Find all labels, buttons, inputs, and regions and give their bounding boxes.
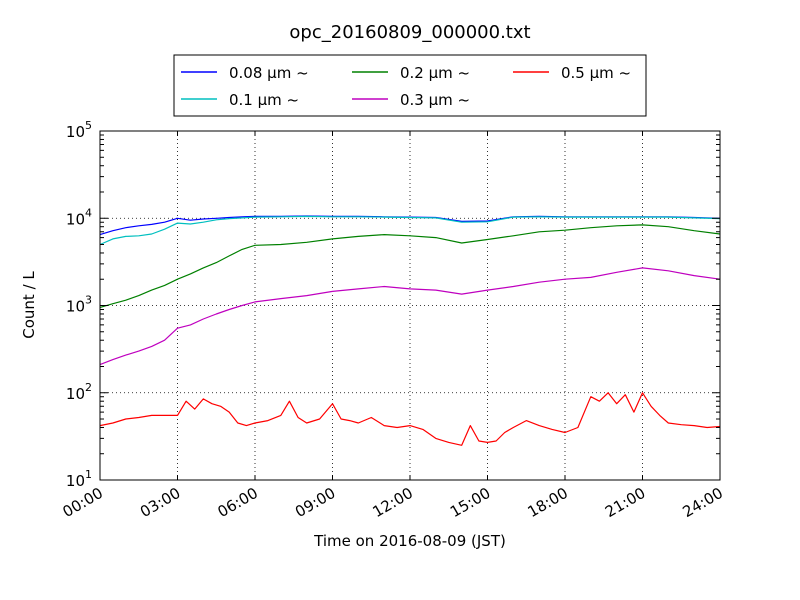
legend-box [173, 54, 647, 117]
legend: 0.08 μm ~ 0.1 μm ~ 0.2 μm ~ 0.3 μm ~ 0.5 μm … [173, 54, 647, 117]
legend-item: 0.5 μm ~ [513, 64, 631, 82]
y-tick-label: 104 [66, 206, 92, 228]
y-gridlines [100, 217, 720, 394]
legend-item: 0.08 μm ~ [181, 64, 309, 82]
legend-item: 0.2 μm ~ [352, 64, 470, 82]
legend-label: 0.5 μm ~ [561, 64, 631, 82]
y-tick-label: 103 [66, 294, 92, 316]
chart-title: opc_20160809_000000.txt [289, 22, 530, 43]
series-line-2 [99, 224, 721, 308]
legend-label: 0.2 μm ~ [400, 64, 470, 82]
y-tick-label: 105 [66, 119, 92, 141]
legend-item: 0.3 μm ~ [352, 91, 470, 109]
series-line-1 [99, 215, 721, 246]
plot-frame [99, 130, 721, 481]
legend-label: 0.08 μm ~ [229, 64, 309, 82]
series-lines [99, 215, 721, 446]
legend-label: 0.3 μm ~ [400, 91, 470, 109]
y-axis-label: Count / L [20, 271, 38, 339]
y-axis-ticks: 101 102 103 104 105 [66, 119, 720, 490]
x-axis-label: Time on 2016-08-09 (JST) [313, 532, 506, 550]
series-line-3 [99, 267, 721, 366]
y-tick-label: 101 [66, 468, 92, 490]
y-tick-label: 102 [66, 381, 92, 403]
legend-label: 0.1 μm ~ [229, 91, 299, 109]
legend-item: 0.1 μm ~ [181, 91, 299, 109]
series-line-4 [99, 392, 721, 446]
